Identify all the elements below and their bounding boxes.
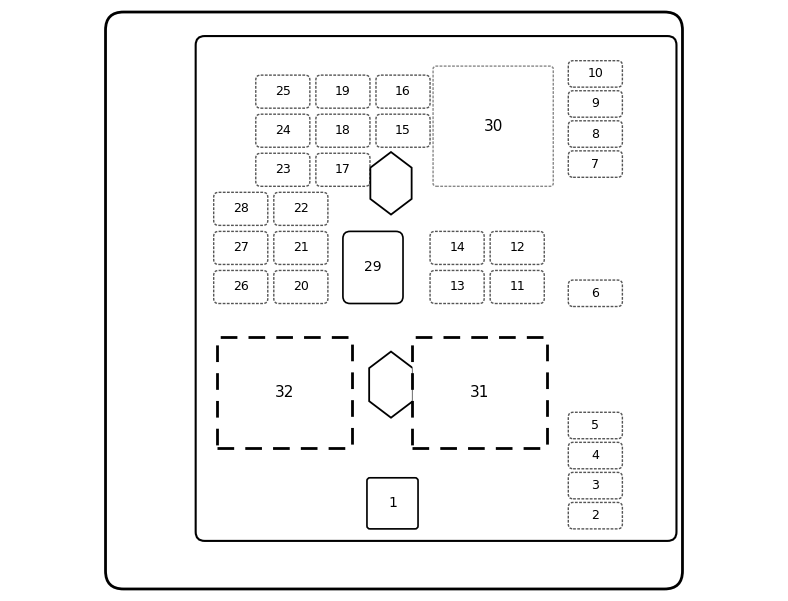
FancyBboxPatch shape: [256, 153, 310, 186]
Text: 16: 16: [395, 85, 411, 98]
FancyBboxPatch shape: [316, 114, 370, 147]
Text: 1: 1: [388, 496, 397, 510]
Text: 17: 17: [335, 163, 351, 176]
FancyBboxPatch shape: [568, 121, 623, 147]
Text: 25: 25: [275, 85, 291, 98]
Text: 7: 7: [591, 157, 600, 171]
Text: 10: 10: [587, 67, 604, 81]
FancyBboxPatch shape: [568, 280, 623, 307]
Text: 18: 18: [335, 124, 351, 137]
Polygon shape: [370, 152, 411, 215]
Text: 23: 23: [275, 163, 291, 176]
Text: 28: 28: [232, 203, 249, 215]
FancyBboxPatch shape: [343, 231, 403, 304]
FancyBboxPatch shape: [256, 114, 310, 147]
Text: 27: 27: [232, 242, 249, 254]
Text: 15: 15: [395, 124, 411, 137]
FancyBboxPatch shape: [316, 75, 370, 108]
FancyBboxPatch shape: [568, 151, 623, 177]
Bar: [217, 337, 352, 448]
Text: 20: 20: [293, 281, 309, 293]
FancyBboxPatch shape: [376, 114, 430, 147]
FancyBboxPatch shape: [568, 442, 623, 469]
FancyBboxPatch shape: [568, 412, 623, 439]
FancyBboxPatch shape: [568, 502, 623, 529]
Text: 31: 31: [470, 385, 489, 400]
FancyBboxPatch shape: [214, 192, 268, 225]
FancyBboxPatch shape: [376, 75, 430, 108]
Text: 6: 6: [592, 287, 599, 300]
Text: 3: 3: [592, 479, 599, 492]
Text: 21: 21: [293, 242, 309, 254]
Text: 14: 14: [449, 242, 465, 254]
FancyBboxPatch shape: [367, 478, 418, 529]
FancyBboxPatch shape: [430, 231, 484, 264]
Text: 24: 24: [275, 124, 291, 137]
Text: 22: 22: [293, 203, 309, 215]
Polygon shape: [369, 352, 413, 418]
Text: 8: 8: [591, 127, 600, 141]
FancyBboxPatch shape: [106, 12, 682, 589]
FancyBboxPatch shape: [273, 231, 328, 264]
FancyBboxPatch shape: [195, 36, 676, 541]
Text: 30: 30: [484, 119, 503, 133]
FancyBboxPatch shape: [490, 231, 545, 264]
Text: 11: 11: [509, 281, 525, 293]
FancyBboxPatch shape: [568, 472, 623, 499]
FancyBboxPatch shape: [568, 91, 623, 117]
FancyBboxPatch shape: [490, 270, 545, 304]
Text: 26: 26: [233, 281, 249, 293]
Text: 5: 5: [591, 419, 600, 432]
Text: 12: 12: [509, 242, 525, 254]
FancyBboxPatch shape: [214, 270, 268, 304]
Text: 29: 29: [364, 260, 381, 275]
Text: 2: 2: [592, 509, 599, 522]
Text: 13: 13: [449, 281, 465, 293]
Bar: [412, 337, 547, 448]
FancyBboxPatch shape: [256, 75, 310, 108]
FancyBboxPatch shape: [430, 270, 484, 304]
FancyBboxPatch shape: [433, 66, 553, 186]
FancyBboxPatch shape: [273, 192, 328, 225]
FancyBboxPatch shape: [273, 270, 328, 304]
Text: 9: 9: [592, 97, 599, 111]
FancyBboxPatch shape: [316, 153, 370, 186]
Text: 32: 32: [275, 385, 294, 400]
FancyBboxPatch shape: [214, 231, 268, 264]
FancyBboxPatch shape: [568, 61, 623, 87]
Text: 19: 19: [335, 85, 351, 98]
Text: 4: 4: [592, 449, 599, 462]
